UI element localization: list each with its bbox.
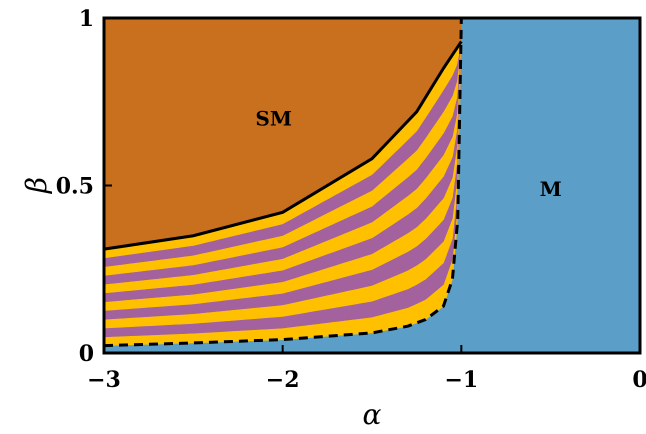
y-axis-label: β (20, 177, 53, 194)
region-label-m: M (540, 177, 562, 201)
x-tick-label: 0 (632, 367, 646, 393)
region-sm (104, 18, 462, 250)
x-ticks: −3 −2 −1 0 (87, 345, 646, 393)
upper-boundary-solid (103, 40, 463, 251)
x-tick-label: −2 (266, 367, 300, 393)
x-tick-label: −3 (87, 367, 121, 393)
plot-area (103, 18, 640, 353)
boundary-lines (103, 17, 463, 348)
y-ticks: 00.51 (56, 6, 112, 367)
y-tick-label: 0 (79, 341, 94, 367)
y-tick-label: 0.5 (56, 174, 94, 200)
region-labels: SM M (255, 107, 561, 201)
y-tick-label: 1 (79, 6, 94, 32)
region-label-sm: SM (255, 107, 292, 131)
x-tick-label: −1 (444, 367, 478, 393)
x-axis-label: α (363, 398, 382, 431)
